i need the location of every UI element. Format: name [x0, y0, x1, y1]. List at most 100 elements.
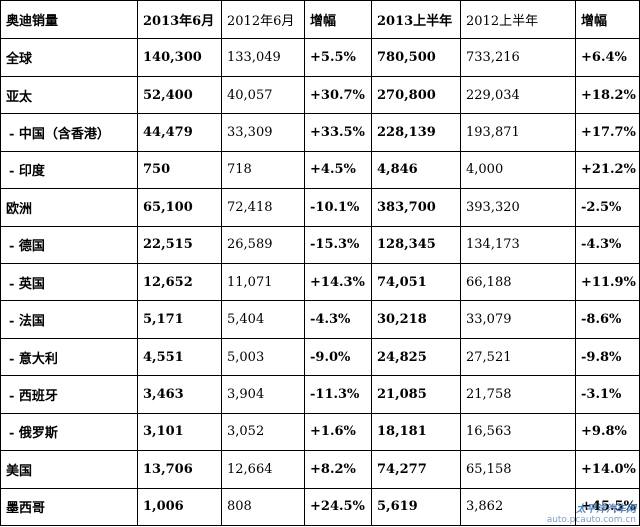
- jun-2012-cell: 5,404: [221, 300, 305, 339]
- table-row: 欧洲 65,100 72,418 -10.1% 383,700 393,320 -2.5%: [0, 188, 640, 227]
- watermark-brand: 太平洋汽车网: [576, 504, 636, 515]
- header-region: 奥迪销量: [0, 0, 138, 40]
- table-row: - 英国 12,652 11,071 +14.3% 74,051 66,188 +11.9%: [0, 262, 640, 302]
- jun-2012-cell: 808: [221, 487, 305, 526]
- jun-growth-cell: +24.5%: [304, 487, 372, 526]
- region-cell: 亚太: [0, 75, 138, 115]
- jun-2013-cell: 4,551: [137, 337, 222, 377]
- jun-2013-cell: 22,515: [137, 225, 222, 264]
- h1-growth-cell: +9.8%: [575, 412, 640, 452]
- jun-2012-cell: 12,664: [221, 450, 305, 489]
- h1-2012-cell: 65,158: [460, 450, 576, 489]
- jun-growth-cell: -15.3%: [304, 225, 372, 264]
- h1-2013-cell: 74,277: [371, 450, 461, 489]
- h1-growth-cell: -3.1%: [575, 375, 640, 414]
- header-row: 奥迪销量 2013年6月 2012年6月 增幅 2013上半年 2012上半年 …: [0, 0, 640, 40]
- region-cell: - 西班牙: [0, 375, 138, 414]
- h1-2012-cell: 3,862: [460, 487, 576, 526]
- region-cell: 全球: [0, 38, 138, 77]
- h1-2013-cell: 74,051: [371, 262, 461, 302]
- watermark-url: auto.pcauto.com.cn: [546, 515, 636, 525]
- jun-2012-cell: 133,049: [221, 38, 305, 77]
- header-h1-growth: 增幅: [575, 0, 640, 40]
- jun-2012-cell: 40,057: [221, 75, 305, 115]
- region-cell: - 法国: [0, 300, 138, 339]
- jun-2013-cell: 3,463: [137, 375, 222, 414]
- h1-2012-cell: 66,188: [460, 262, 576, 302]
- h1-2013-cell: 30,218: [371, 300, 461, 339]
- h1-growth-cell: +18.2%: [575, 75, 640, 115]
- jun-growth-cell: +4.5%: [304, 150, 372, 190]
- region-cell: - 英国: [0, 262, 138, 302]
- h1-growth-cell: +14.0%: [575, 450, 640, 489]
- header-jun-growth: 增幅: [304, 0, 372, 40]
- h1-2012-cell: 27,521: [460, 337, 576, 377]
- header-h1-2013: 2013上半年: [371, 0, 461, 40]
- h1-2013-cell: 5,619: [371, 487, 461, 526]
- h1-2012-cell: 393,320: [460, 188, 576, 227]
- jun-growth-cell: +30.7%: [304, 75, 372, 115]
- h1-2012-cell: 33,079: [460, 300, 576, 339]
- table-row: 墨西哥 1,006 808 +24.5% 5,619 3,862 +45.5%: [0, 487, 640, 526]
- jun-2013-cell: 140,300: [137, 38, 222, 77]
- table-row: 全球 140,300 133,049 +5.5% 780,500 733,216 +6.4%: [0, 38, 640, 77]
- h1-growth-cell: -9.8%: [575, 337, 640, 377]
- jun-growth-cell: +8.2%: [304, 450, 372, 489]
- jun-2013-cell: 5,171: [137, 300, 222, 339]
- h1-2012-cell: 16,563: [460, 412, 576, 452]
- region-cell: - 意大利: [0, 337, 138, 377]
- h1-growth-cell: -8.6%: [575, 300, 640, 339]
- region-cell: 墨西哥: [0, 487, 138, 526]
- jun-growth-cell: +33.5%: [304, 113, 372, 152]
- table-row: - 印度 750 718 +4.5% 4,846 4,000 +21.2%: [0, 150, 640, 190]
- header-jun-2013: 2013年6月: [137, 0, 222, 40]
- jun-2012-cell: 718: [221, 150, 305, 190]
- h1-2013-cell: 18,181: [371, 412, 461, 452]
- jun-2013-cell: 3,101: [137, 412, 222, 452]
- h1-growth-cell: +21.2%: [575, 150, 640, 190]
- jun-2013-cell: 750: [137, 150, 222, 190]
- h1-2013-cell: 24,825: [371, 337, 461, 377]
- table-row: - 德国 22,515 26,589 -15.3% 128,345 134,173 -4.3…: [0, 225, 640, 264]
- jun-growth-cell: -11.3%: [304, 375, 372, 414]
- jun-2013-cell: 12,652: [137, 262, 222, 302]
- table-row: 亚太 52,400 40,057 +30.7% 270,800 229,034 +18.2%: [0, 75, 640, 115]
- jun-2013-cell: 52,400: [137, 75, 222, 115]
- watermark: 太平洋汽车网 auto.pcauto.com.cn: [546, 504, 636, 526]
- h1-2012-cell: 21,758: [460, 375, 576, 414]
- h1-2012-cell: 193,871: [460, 113, 576, 152]
- h1-growth-cell: -2.5%: [575, 188, 640, 227]
- h1-2013-cell: 383,700: [371, 188, 461, 227]
- jun-2012-cell: 33,309: [221, 113, 305, 152]
- h1-2012-cell: 733,216: [460, 38, 576, 77]
- jun-growth-cell: -9.0%: [304, 337, 372, 377]
- jun-2013-cell: 1,006: [137, 487, 222, 526]
- h1-growth-cell: +6.4%: [575, 38, 640, 77]
- region-cell: - 俄罗斯: [0, 412, 138, 452]
- h1-2013-cell: 228,139: [371, 113, 461, 152]
- jun-2013-cell: 65,100: [137, 188, 222, 227]
- header-h1-2012: 2012上半年: [460, 0, 576, 40]
- region-cell: - 印度: [0, 150, 138, 190]
- jun-2012-cell: 3,052: [221, 412, 305, 452]
- h1-growth-cell: +11.9%: [575, 262, 640, 302]
- jun-2013-cell: 13,706: [137, 450, 222, 489]
- region-cell: 美国: [0, 450, 138, 489]
- region-cell: - 中国（含香港）: [0, 113, 138, 152]
- table-row: - 俄罗斯 3,101 3,052 +1.6% 18,181 16,563 +9.8%: [0, 412, 640, 452]
- region-cell: 欧洲: [0, 188, 138, 227]
- h1-growth-cell: -4.3%: [575, 225, 640, 264]
- table-row: - 中国（含香港） 44,479 33,309 +33.5% 228,139 193,87…: [0, 113, 640, 152]
- h1-2013-cell: 21,085: [371, 375, 461, 414]
- h1-2013-cell: 4,846: [371, 150, 461, 190]
- table-row: - 西班牙 3,463 3,904 -11.3% 21,085 21,758 -3.1%: [0, 375, 640, 414]
- jun-2012-cell: 26,589: [221, 225, 305, 264]
- jun-2012-cell: 11,071: [221, 262, 305, 302]
- h1-2012-cell: 4,000: [460, 150, 576, 190]
- table-row: - 法国 5,171 5,404 -4.3% 30,218 33,079 -8.6%: [0, 300, 640, 339]
- h1-2013-cell: 780,500: [371, 38, 461, 77]
- h1-2013-cell: 128,345: [371, 225, 461, 264]
- header-jun-2012: 2012年6月: [221, 0, 305, 40]
- jun-2012-cell: 5,003: [221, 337, 305, 377]
